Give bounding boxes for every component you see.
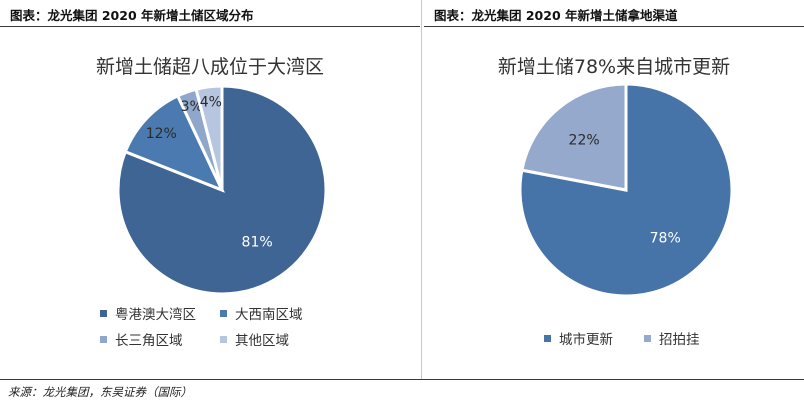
right-legend-label-0: 城市更新 bbox=[559, 332, 613, 348]
left-pie-label-3: 4% bbox=[200, 94, 222, 110]
left-pie-label-2: 3% bbox=[181, 99, 203, 115]
right-pie-slice-1 bbox=[520, 82, 628, 192]
right-legend-item-0: 城市更新 bbox=[544, 328, 613, 348]
left-legend-item-1: 大西南区域 bbox=[220, 303, 303, 323]
bottom-rule bbox=[0, 379, 804, 380]
left-legend-label-3: 其他区域 bbox=[235, 333, 289, 349]
left-legend-item-3: 其他区域 bbox=[220, 329, 289, 349]
right-legend-item-1: 招拍挂 bbox=[644, 328, 700, 348]
right-header: 图表：龙光集团 2020 年新增土储拿地渠道 bbox=[424, 0, 804, 27]
left-pie-label-1: 12% bbox=[146, 126, 177, 142]
left-legend-label-1: 大西南区域 bbox=[235, 307, 303, 323]
right-chart-panel: 图表：龙光集团 2020 年新增土储拿地渠道 新增土储78%来自城市更新 78%… bbox=[424, 0, 804, 380]
right-pie-chart: 78% 22% bbox=[518, 82, 734, 298]
left-legend-item-2: 长三角区域 bbox=[100, 329, 183, 349]
right-chart-title: 新增土储78%来自城市更新 bbox=[497, 56, 731, 78]
left-pie-slice-3 bbox=[194, 84, 224, 191]
left-legend-swatch-3 bbox=[220, 335, 227, 343]
left-legend-swatch-2 bbox=[100, 335, 107, 343]
right-legend: 城市更新 招拍挂 bbox=[544, 328, 744, 352]
left-pie-slice-1 bbox=[123, 93, 225, 193]
left-legend-swatch-1 bbox=[220, 309, 227, 317]
left-legend-label-0: 粤港澳大湾区 bbox=[115, 307, 196, 323]
right-legend-swatch-1 bbox=[644, 334, 651, 342]
right-pie-label-1: 22% bbox=[569, 132, 600, 148]
panel-divider bbox=[421, 0, 422, 380]
left-legend-item-0: 粤港澳大湾区 bbox=[100, 303, 196, 323]
left-chart-panel: 图表：龙光集团 2020 年新增土储区域分布 新增土储超八成位于大湾区 81% 1… bbox=[0, 0, 420, 380]
right-pie-label-0: 78% bbox=[650, 230, 681, 246]
left-header: 图表：龙光集团 2020 年新增土储区域分布 bbox=[0, 0, 420, 27]
left-header-text: 图表：龙光集团 2020 年新增土储区域分布 bbox=[10, 8, 254, 23]
left-chart-title: 新增土储超八成位于大湾区 bbox=[95, 56, 324, 78]
left-legend-swatch-0 bbox=[100, 309, 107, 317]
left-legend-label-2: 长三角区域 bbox=[115, 333, 183, 349]
right-legend-label-1: 招拍挂 bbox=[659, 332, 700, 348]
left-pie-label-0: 81% bbox=[242, 235, 273, 251]
left-legend: 粤港澳大湾区 大西南区域长三角区域 其他区域 bbox=[100, 303, 400, 353]
left-pie-chart: 81% 12%3%4% bbox=[116, 84, 328, 296]
right-header-text: 图表：龙光集团 2020 年新增土储拿地渠道 bbox=[434, 8, 678, 23]
right-legend-swatch-0 bbox=[544, 334, 551, 342]
source-note: 来源：龙光集团，东吴证券（国际） bbox=[8, 385, 192, 399]
